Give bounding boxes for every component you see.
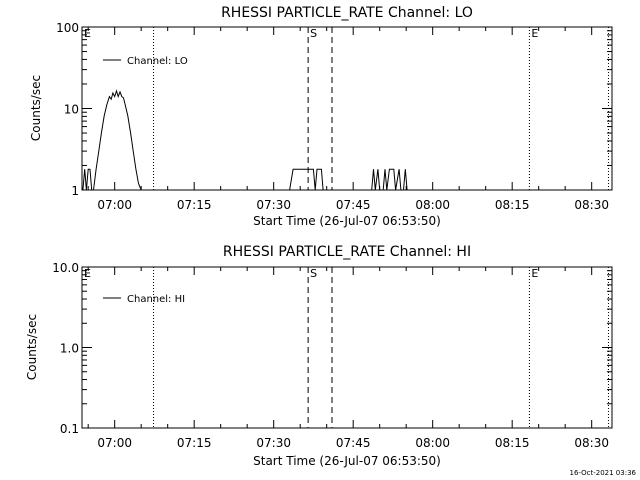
x-tick-label: 08:30 (574, 436, 609, 450)
marker-label: E (531, 267, 538, 280)
x-tick-label: 08:30 (574, 198, 609, 212)
y-tick-label: 10.0 (52, 261, 79, 275)
legend: Channel: LO (103, 56, 188, 67)
x-tick-label: 08:15 (495, 436, 530, 450)
y-axis-label: Counts/sec (25, 314, 39, 380)
marker-lines (153, 267, 609, 428)
x-tick-label: 07:45 (336, 198, 371, 212)
chart-panel-hi: RHESSI PARTICLE_RATE Channel: HI 07:00 07… (25, 244, 613, 468)
series-line (289, 168, 324, 191)
x-axis-label: Start Time (26-Jul-07 06:53:50) (253, 454, 441, 468)
chart-panel-lo: RHESSI PARTICLE_RATE Channel: LO 07:00 07… (29, 5, 613, 228)
y-tick-label: 1.0 (60, 342, 79, 356)
series-line (371, 168, 408, 191)
x-tick-label: 07:00 (97, 436, 132, 450)
marker-label: S (310, 27, 317, 40)
x-tick-label: 07:30 (256, 198, 291, 212)
x-tick-label: 08:00 (415, 198, 450, 212)
marker-lines (153, 27, 609, 190)
x-tick-label: 07:15 (177, 198, 212, 212)
x-tick-label: 08:15 (495, 198, 530, 212)
legend-entry: Channel: HI (127, 294, 185, 305)
data-series (82, 89, 408, 191)
y-tick-label: 100 (56, 21, 79, 35)
chart-title: RHESSI PARTICLE_RATE Channel: LO (221, 5, 473, 21)
y-tick-label: 1 (71, 184, 79, 198)
x-axis: 07:00 07:15 07:30 07:45 08:00 08:15 08:30 (87, 27, 609, 212)
generated-timestamp: 16-Oct-2021 03:36 (570, 469, 637, 477)
marker-label: E (84, 27, 91, 40)
marker-label: E (531, 27, 538, 40)
legend: Channel: HI (103, 294, 185, 305)
y-axis: 0.1 1.0 10.0 (52, 261, 612, 436)
series-line (93, 89, 142, 191)
y-axis: 1 10 100 (56, 21, 612, 198)
series-line (82, 168, 93, 191)
chart-title: RHESSI PARTICLE_RATE Channel: HI (223, 244, 471, 260)
legend-entry: Channel: LO (127, 56, 188, 67)
y-axis-label: Counts/sec (29, 75, 43, 141)
x-axis-label: Start Time (26-Jul-07 06:53:50) (253, 214, 441, 228)
x-tick-label: 07:45 (336, 436, 371, 450)
x-tick-label: 07:00 (97, 198, 132, 212)
marker-label: S (310, 267, 317, 280)
x-tick-label: 07:15 (177, 436, 212, 450)
y-tick-label: 0.1 (60, 422, 79, 436)
x-tick-label: 07:30 (256, 436, 291, 450)
y-tick-label: 10 (64, 103, 79, 117)
marker-label: E (84, 267, 91, 280)
x-tick-label: 08:00 (415, 436, 450, 450)
x-axis: 07:00 07:15 07:30 07:45 08:00 08:15 08:30 (87, 267, 609, 450)
